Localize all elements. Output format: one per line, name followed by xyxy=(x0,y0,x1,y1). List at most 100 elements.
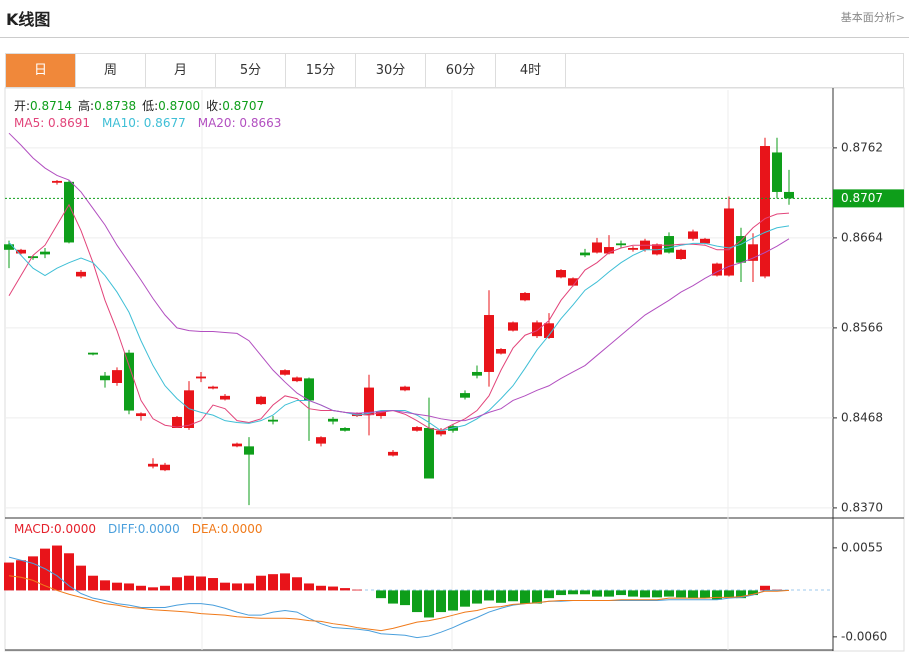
ohlc-value: 0.8738 xyxy=(94,99,137,113)
macd-bar xyxy=(760,585,770,591)
tab-bar: 日周月 5分 15分 30分 60分 4时 xyxy=(5,53,904,88)
macd-bar xyxy=(412,590,422,613)
macd-bar xyxy=(388,590,398,604)
macd-bar xyxy=(376,590,386,599)
macd-bar xyxy=(604,590,614,597)
candle-body xyxy=(208,386,218,389)
candle-body xyxy=(76,271,86,277)
macd-bar xyxy=(304,583,314,591)
candle-body xyxy=(532,322,542,337)
ohlc-label: 低: xyxy=(142,99,159,113)
last-price-label: 0.8707 xyxy=(841,191,883,205)
macd-bar xyxy=(664,590,674,597)
macd-bar xyxy=(460,590,470,607)
tab[interactable]: 4时 xyxy=(496,54,566,87)
macd-bar xyxy=(28,556,38,591)
candle-body xyxy=(232,443,242,447)
macd-bar xyxy=(592,590,602,597)
candle-body xyxy=(592,242,602,253)
candle-body xyxy=(340,427,350,431)
candle-body xyxy=(28,256,38,259)
macd-bar xyxy=(580,590,590,595)
last-price-box xyxy=(833,189,904,208)
candle-body xyxy=(64,181,74,243)
candle-body xyxy=(568,278,578,286)
macd-bar xyxy=(172,577,182,591)
candle-body xyxy=(88,352,98,355)
tab[interactable]: 30分 xyxy=(356,54,426,87)
macd-bar xyxy=(532,590,542,604)
candle-body xyxy=(376,411,386,417)
line xyxy=(8,203,790,432)
macd-bar xyxy=(136,585,146,591)
macd-bar xyxy=(244,583,254,591)
tab[interactable]: 60分 xyxy=(426,54,496,87)
macd-bar xyxy=(16,560,26,591)
candle-body xyxy=(724,208,734,276)
candle-body xyxy=(304,378,314,401)
macd-bar xyxy=(676,590,686,598)
y-tick-label: 0.8664 xyxy=(841,230,883,244)
macd-bar xyxy=(76,565,86,591)
ohlc-value: 0.8707 xyxy=(222,99,265,113)
legend-entry: MA20: 0.8663 xyxy=(197,116,282,130)
candle-body xyxy=(736,236,746,263)
macd-bar xyxy=(724,590,734,598)
legend-entry: MA5: 0.8691 xyxy=(14,116,91,130)
macd-bar xyxy=(424,590,434,618)
legend-entry: MACD:0.0000 xyxy=(14,522,97,536)
candle-body xyxy=(484,315,494,372)
candle-body xyxy=(748,244,758,261)
macd-bar xyxy=(400,590,410,606)
macd-bar xyxy=(508,590,518,602)
candle-body xyxy=(676,249,686,259)
vertical-grid xyxy=(201,90,729,650)
y-tick-label: 0.8468 xyxy=(841,410,883,424)
macd-bar xyxy=(124,583,134,591)
macd-bar xyxy=(316,585,326,591)
macd-bar xyxy=(112,582,122,591)
candle-body xyxy=(160,464,170,471)
macd-bar xyxy=(712,590,722,600)
line xyxy=(8,575,790,632)
candle-body xyxy=(580,252,590,256)
candle-body xyxy=(328,418,338,422)
candle-body xyxy=(520,292,530,301)
candle-body xyxy=(544,323,554,338)
macd-bar xyxy=(652,590,662,598)
ohlc-item: 低:0.8700 xyxy=(142,99,200,113)
header-link[interactable]: 基本面分析> xyxy=(840,11,905,24)
candle-body xyxy=(196,376,206,379)
y-tick-label: -0.0060 xyxy=(841,629,887,643)
tab[interactable]: 日 xyxy=(6,54,76,87)
ohlc-item: 开:0.8714 xyxy=(14,99,72,113)
ohlc-item: 高:0.8738 xyxy=(78,99,136,113)
macd-bar xyxy=(340,588,350,591)
macd-bar xyxy=(220,582,230,591)
candle-body xyxy=(124,352,134,411)
macd-bar xyxy=(208,578,218,591)
tab[interactable]: 5分 xyxy=(216,54,286,87)
candle-body xyxy=(604,247,614,254)
legend-entry: MA10: 0.8677 xyxy=(102,116,186,130)
ohlc-value: 0.8714 xyxy=(30,99,73,113)
candle-body xyxy=(220,395,230,400)
tab[interactable]: 周 xyxy=(76,54,146,87)
candle-body xyxy=(52,180,62,183)
macd-bar xyxy=(628,590,638,597)
candle-body xyxy=(292,377,302,382)
macd-bar xyxy=(40,548,50,591)
line xyxy=(8,132,790,422)
tab[interactable]: 月 xyxy=(146,54,216,87)
tab[interactable]: 15分 xyxy=(286,54,356,87)
candle-body xyxy=(16,249,26,254)
chart-frame xyxy=(4,87,905,652)
macd-bar xyxy=(64,553,74,591)
candle-body xyxy=(760,146,770,277)
candle-body xyxy=(280,370,290,375)
candle-body xyxy=(496,349,506,354)
macd-bar xyxy=(280,573,290,591)
candle-body xyxy=(412,427,422,431)
